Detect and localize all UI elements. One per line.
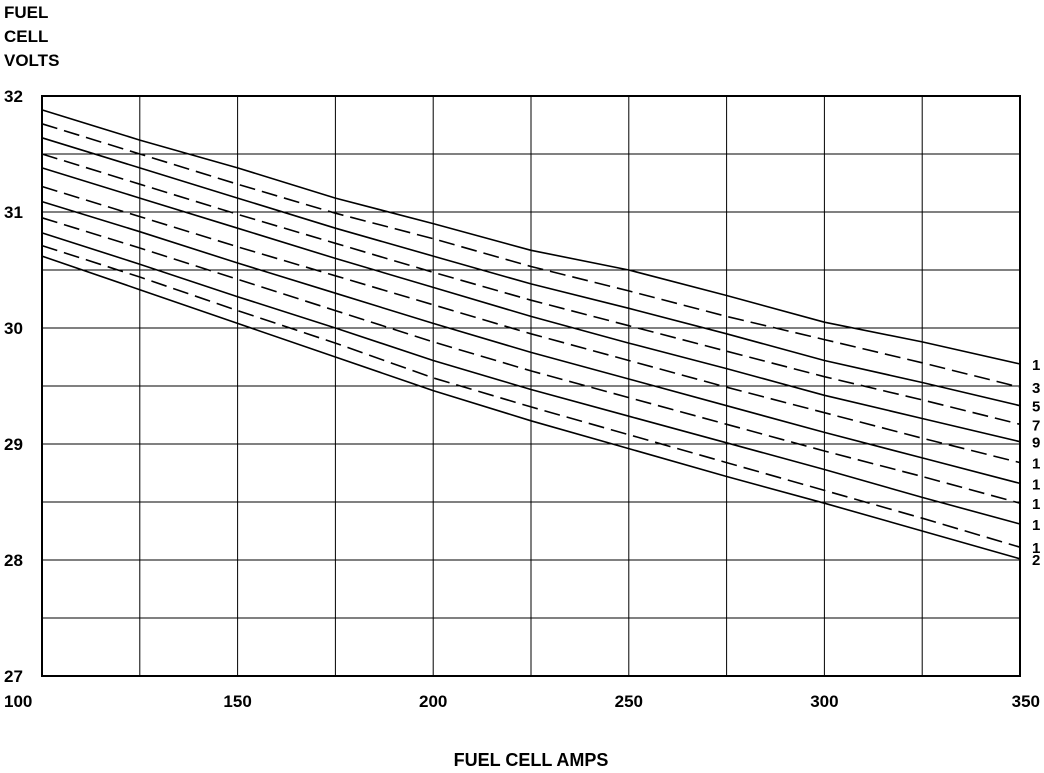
y-axis-title-line: FUEL (4, 3, 48, 22)
series-end-label: 5 (1032, 399, 1040, 416)
series-group (41, 109, 1021, 560)
series-line-3 (41, 137, 1021, 407)
x-tick-label: 150 (223, 692, 251, 711)
axis-labels: FUEL CELL VOLTS FUEL CELL AMPS (4, 3, 609, 770)
series-end-label: 7 (1032, 417, 1040, 434)
series-end-label: 3 (1032, 380, 1040, 397)
plot-area-border (41, 95, 1021, 677)
y-tick-label: 27 (4, 667, 23, 686)
series-end-label: 1 (1032, 357, 1040, 374)
x-tick-label: 200 (419, 692, 447, 711)
series-line-7 (41, 200, 1021, 485)
series-line-4 (41, 153, 1021, 426)
grid (42, 96, 1020, 676)
series-end-label: 1 (1032, 456, 1040, 473)
series-line-5 (41, 167, 1021, 443)
series-line-8 (41, 217, 1021, 504)
x-tick-label: 300 (810, 692, 838, 711)
series-end-label: 9 (1032, 435, 1040, 452)
y-tick-label: 32 (4, 87, 23, 106)
y-axis-title-line: VOLTS (4, 51, 59, 70)
x-tick-label: 100 (4, 692, 32, 711)
y-tick-label: 28 (4, 551, 23, 570)
series-line-11 (41, 255, 1021, 560)
plot-frame (41, 95, 1021, 677)
series-end-label: 1 (1032, 540, 1040, 557)
y-tick-label: 31 (4, 203, 23, 222)
x-axis-title: FUEL CELL AMPS (454, 750, 609, 768)
series-line-1 (41, 109, 1021, 365)
series-line-2 (41, 123, 1021, 388)
series-end-label: 1 (1032, 476, 1040, 493)
y-tick-label: 30 (4, 319, 23, 338)
series-line-6 (41, 185, 1021, 464)
series-end-label: 2 (1032, 552, 1040, 569)
series-end-label: 1 (1032, 496, 1040, 513)
series-line-9 (41, 232, 1021, 525)
x-tick-label: 250 (615, 692, 643, 711)
y-tick-label: 29 (4, 435, 23, 454)
y-axis-title-line: CELL (4, 27, 48, 46)
x-tick-label: 350 (1012, 692, 1040, 711)
series-line-10 (41, 244, 1021, 548)
series-end-label: 1 (1032, 517, 1040, 534)
